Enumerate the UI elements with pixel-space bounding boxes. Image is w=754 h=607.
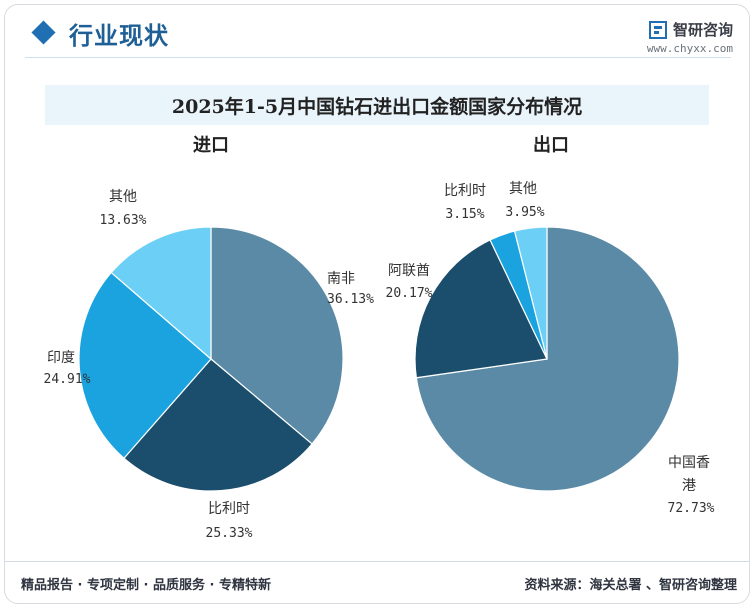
pie-slice (415, 226, 680, 492)
header: 行业现状 智研咨询 www.chyxx.com (5, 5, 749, 63)
pie-slice (78, 271, 212, 460)
slice-value: 72.73% (668, 501, 715, 516)
slice-label: 南非 (327, 271, 355, 287)
title-band: 2025年1-5月中国钻石进出口金额国家分布情况 (45, 85, 709, 125)
slice-value: 24.91% (44, 372, 91, 387)
footer: 精品报告 · 专项定制 · 品质服务 · 专精特新 资料来源：海关总署 、智研咨… (5, 561, 749, 603)
slice-value: 36.13% (327, 292, 374, 307)
footer-slogan: 精品报告 · 专项定制 · 品质服务 · 专精特新 (21, 578, 271, 593)
slice-label: 印度 (47, 350, 75, 366)
chart-card: 行业现状 智研咨询 www.chyxx.com 2025年1-5月中国钻石进出口… (4, 4, 750, 604)
slice-label: 中国香 (668, 455, 710, 471)
pie-slice (513, 226, 548, 360)
slice-label: 比利时 (444, 183, 486, 199)
pie-slice (414, 239, 548, 379)
pie-slice (210, 226, 344, 445)
logo-mark-icon (648, 20, 667, 39)
slice-label: 比利时 (208, 501, 250, 517)
logo-name: 智研咨询 (672, 21, 733, 39)
slice-label: 阿联酋 (388, 262, 430, 279)
slice-value: 3.95% (505, 205, 544, 220)
pie-title: 进口 (193, 135, 229, 156)
pie-title: 出口 (533, 134, 569, 156)
section-title: 行业现状 (69, 22, 169, 50)
pie-slice (110, 226, 212, 361)
slice-value: 20.17% (386, 286, 433, 301)
slice-value: 3.15% (445, 207, 484, 222)
chart-title: 2025年1-5月中国钻石进出口金额国家分布情况 (171, 96, 583, 118)
slice-label: 其他 (109, 189, 137, 205)
slice-label: 港 (682, 478, 696, 494)
pie-slice (123, 358, 313, 492)
slice-value: 25.33% (206, 526, 253, 541)
slice-value: 13.63% (100, 213, 147, 228)
brand-logo: 智研咨询 www.chyxx.com (647, 19, 733, 55)
footer-divider (5, 561, 749, 562)
data-source: 资料来源：海关总署 、智研咨询整理 (524, 578, 737, 593)
slice-label: 其他 (509, 181, 537, 197)
header-divider (25, 57, 731, 58)
logo-url: www.chyxx.com (646, 42, 733, 55)
